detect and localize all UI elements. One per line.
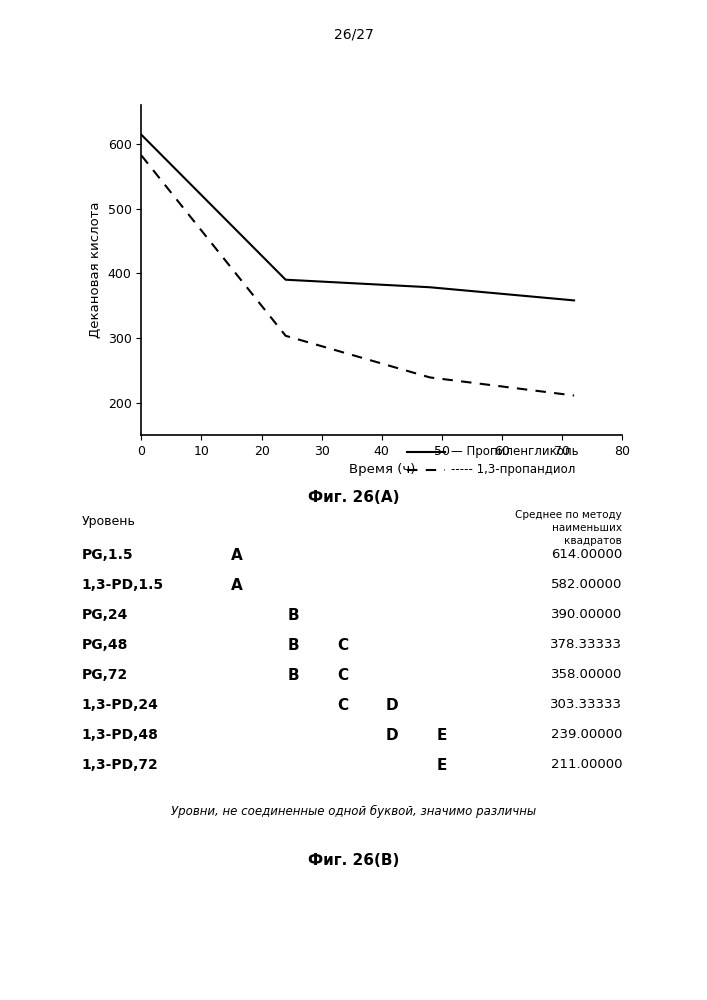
Text: Фиг. 26(А): Фиг. 26(А) [308, 490, 399, 505]
Text: D: D [386, 728, 399, 742]
Text: E: E [437, 758, 447, 772]
Text: — Пропиленгликоль: — Пропиленгликоль [451, 446, 579, 458]
Text: 378.33333: 378.33333 [550, 639, 622, 652]
Text: Среднее по методу
наименьших
квадратов: Среднее по методу наименьших квадратов [515, 510, 622, 546]
Text: C: C [337, 668, 349, 682]
Text: Уровень: Уровень [81, 515, 135, 528]
Text: B: B [288, 607, 299, 622]
Text: A: A [231, 577, 243, 592]
Text: PG,24: PG,24 [81, 608, 128, 622]
Text: PG,72: PG,72 [81, 668, 127, 682]
Text: C: C [337, 638, 349, 652]
Text: B: B [288, 668, 299, 682]
Text: 26/27: 26/27 [334, 28, 373, 42]
X-axis label: Время (ч): Время (ч) [349, 463, 415, 476]
Text: 358.00000: 358.00000 [551, 668, 622, 682]
Text: B: B [288, 638, 299, 652]
Text: D: D [386, 698, 399, 712]
Text: Уровни, не соединенные одной буквой, значимо различны: Уровни, не соединенные одной буквой, зна… [171, 805, 536, 818]
Text: PG,48: PG,48 [81, 638, 128, 652]
Text: 614.00000: 614.00000 [551, 548, 622, 562]
Text: 1,3-PD,72: 1,3-PD,72 [81, 758, 158, 772]
Text: A: A [231, 548, 243, 562]
Text: C: C [337, 698, 349, 712]
Text: 582.00000: 582.00000 [551, 578, 622, 591]
Text: 239.00000: 239.00000 [551, 728, 622, 742]
Text: E: E [437, 728, 447, 742]
Text: 1,3-PD,1.5: 1,3-PD,1.5 [81, 578, 163, 592]
Y-axis label: Декановая кислота: Декановая кислота [89, 202, 102, 338]
Text: 303.33333: 303.33333 [550, 698, 622, 711]
Text: Фиг. 26(B): Фиг. 26(B) [308, 853, 399, 868]
Text: ----- 1,3-пропандиол: ----- 1,3-пропандиол [451, 464, 575, 477]
Text: 390.00000: 390.00000 [551, 608, 622, 621]
Text: 1,3-PD,24: 1,3-PD,24 [81, 698, 158, 712]
Text: 211.00000: 211.00000 [551, 758, 622, 772]
Text: 1,3-PD,48: 1,3-PD,48 [81, 728, 158, 742]
Text: PG,1.5: PG,1.5 [81, 548, 133, 562]
